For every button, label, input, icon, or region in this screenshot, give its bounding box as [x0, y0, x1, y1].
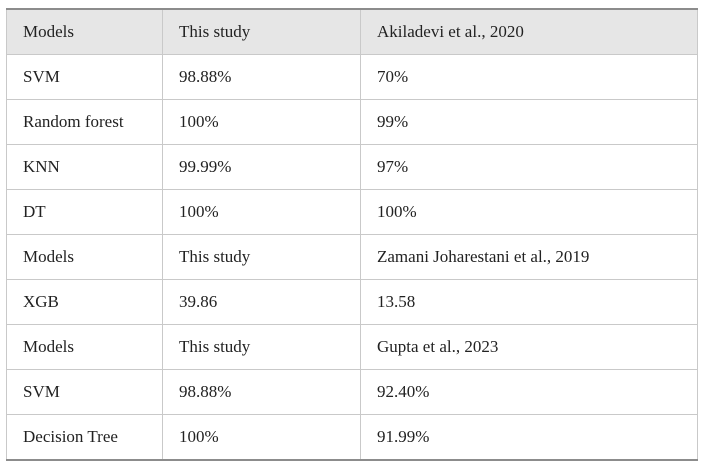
- model-cell: SVM: [6, 54, 163, 100]
- table-row: DT 100% 100%: [6, 189, 698, 235]
- citation-link-gupta[interactable]: Gupta et al., 2023: [360, 324, 698, 370]
- model-cell: DT: [6, 189, 163, 235]
- models-label-cell: Models: [6, 324, 163, 370]
- reference-value-cell: 97%: [360, 144, 698, 190]
- citation-link-akiladevi[interactable]: Akiladevi et al., 2020: [360, 8, 698, 55]
- this-study-value-cell: 39.86: [162, 279, 361, 325]
- reference-value-cell: 70%: [360, 54, 698, 100]
- this-study-label-cell: This study: [162, 234, 361, 280]
- citation-link-zamani[interactable]: Zamani Joharestani et al., 2019: [360, 234, 698, 280]
- table-header-row: Models This study Akiladevi et al., 2020: [6, 8, 698, 55]
- model-cell: Decision Tree: [6, 414, 163, 461]
- models-header-cell: Models: [6, 8, 163, 55]
- this-study-label-cell: This study: [162, 324, 361, 370]
- table-row: SVM 98.88% 70%: [6, 54, 698, 100]
- model-cell: XGB: [6, 279, 163, 325]
- model-cell: SVM: [6, 369, 163, 415]
- this-study-value-cell: 100%: [162, 189, 361, 235]
- table-row: KNN 99.99% 97%: [6, 144, 698, 190]
- this-study-value-cell: 98.88%: [162, 54, 361, 100]
- this-study-value-cell: 100%: [162, 414, 361, 461]
- comparison-table: Models This study Akiladevi et al., 2020…: [6, 8, 698, 461]
- table-row: Random forest 100% 99%: [6, 99, 698, 145]
- this-study-value-cell: 99.99%: [162, 144, 361, 190]
- table-row: SVM 98.88% 92.40%: [6, 369, 698, 415]
- this-study-header-cell: This study: [162, 8, 361, 55]
- this-study-value-cell: 100%: [162, 99, 361, 145]
- reference-value-cell: 100%: [360, 189, 698, 235]
- model-cell: KNN: [6, 144, 163, 190]
- this-study-value-cell: 98.88%: [162, 369, 361, 415]
- reference-value-cell: 92.40%: [360, 369, 698, 415]
- table-subheader-row: Models This study Zamani Joharestani et …: [6, 234, 698, 280]
- table-row: XGB 39.86 13.58: [6, 279, 698, 325]
- model-cell: Random forest: [6, 99, 163, 145]
- reference-value-cell: 99%: [360, 99, 698, 145]
- table-row: Decision Tree 100% 91.99%: [6, 414, 698, 461]
- models-label-cell: Models: [6, 234, 163, 280]
- reference-value-cell: 13.58: [360, 279, 698, 325]
- reference-value-cell: 91.99%: [360, 414, 698, 461]
- table-subheader-row: Models This study Gupta et al., 2023: [6, 324, 698, 370]
